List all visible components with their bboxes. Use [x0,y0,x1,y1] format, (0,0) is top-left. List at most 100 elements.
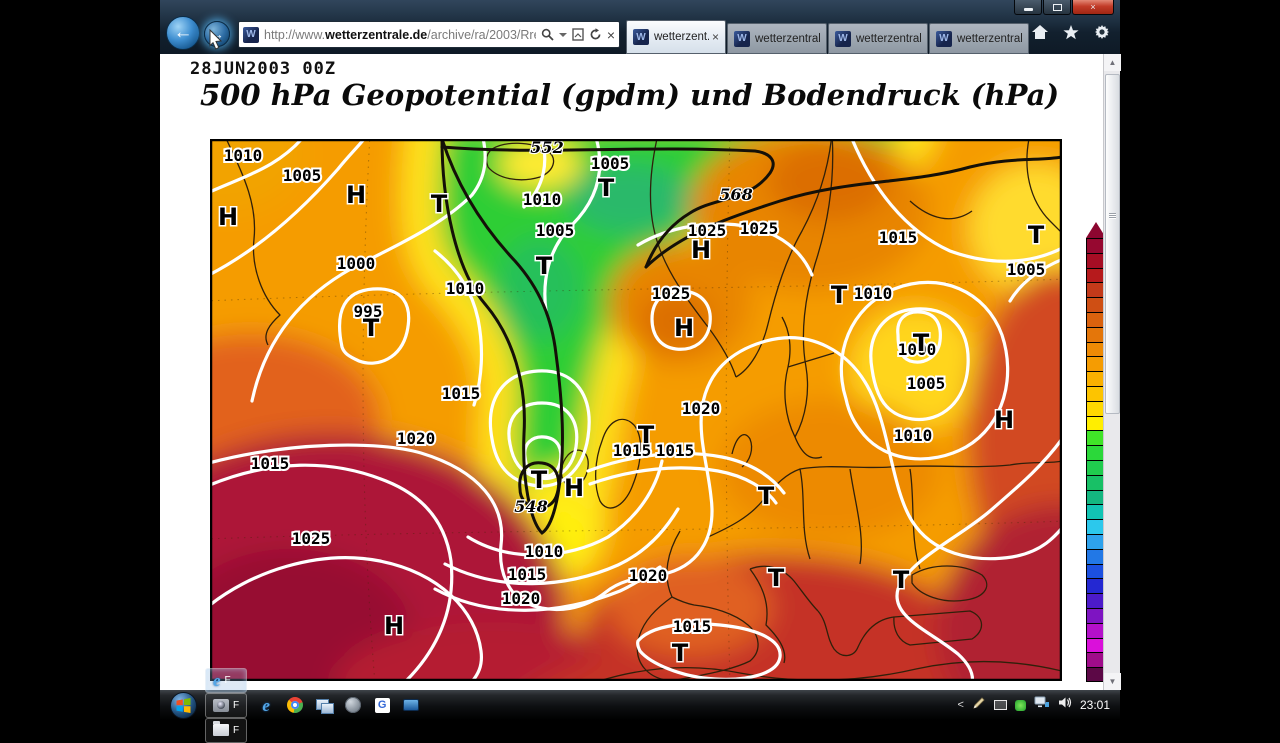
geopotential-contours [440,139,1062,535]
scrollbar-grip [1109,213,1116,219]
restore-icon [1052,3,1062,11]
tray-window-icon[interactable] [993,700,1007,710]
isobar-label-1010: 1010 [894,426,933,445]
tray-status-icon[interactable] [1014,699,1026,711]
low-center: T [638,421,655,449]
window-controls: × [1013,0,1114,15]
isobar-label-1015: 1015 [442,384,481,403]
taskbar-app-folder[interactable]: F [205,717,248,743]
restore-button[interactable] [1043,0,1071,15]
isobar-label-1000: 1000 [337,254,376,273]
high-center: H [994,406,1014,434]
isobar-label-1005: 1005 [907,374,946,393]
isobar-label-995: 995 [354,302,383,321]
tab-bar: Wwetterzent...×Wwetterzentral...Wwetterz… [626,19,1030,54]
quicklaunch-monitor-icon[interactable] [401,695,421,715]
isobar-label-1010: 1010 [525,542,564,561]
url-text[interactable]: http://www.wetterzentrale.de/archive/ra/… [264,27,536,42]
refresh-icon[interactable] [589,28,602,41]
site-favicon: W [243,26,259,43]
isobar-label-1005: 1005 [591,154,630,173]
weather-map: 1010 1005 1000 995 1005 1010 1005 1015 1005 1025 1… [210,139,1062,681]
scroll-down-arrow[interactable]: ▼ [1104,673,1121,690]
scrollbar-thumb[interactable] [1105,74,1120,414]
start-button[interactable] [170,691,197,719]
low-center: T [598,174,615,202]
high-center: H [691,236,711,264]
quicklaunch-google-icon[interactable]: G [372,695,392,715]
high-center: H [384,612,404,640]
browser-tab-4[interactable]: Wwetterzentral... [929,23,1029,54]
isobar-label-1020: 1020 [397,429,436,448]
high-center: H [564,474,584,502]
tools-gear-icon[interactable] [1094,24,1110,40]
low-center: T [913,329,930,357]
desktop-stage: × ← → W http://www.wetterzentrale.de/arc… [160,0,1121,743]
quicklaunch-chrome-icon[interactable] [285,695,305,715]
tray-pen-icon[interactable] [972,696,986,715]
back-button[interactable]: ← [166,16,200,50]
geopotential-label-568: 568 [719,185,752,204]
geopotential-shading [210,139,1062,681]
web-page: 28JUN2003 00Z 500 hPa Geopotential (gpdm… [160,54,1121,690]
quicklaunch-explorer-icon[interactable] [314,695,335,715]
back-arrow-icon: ← [173,22,193,43]
isobar-label-1025: 1025 [740,219,779,238]
compatibility-view-icon[interactable] [572,28,584,41]
address-bar[interactable]: W http://www.wetterzentrale.de/archive/r… [238,21,620,48]
isobar-label-1015: 1015 [613,441,652,460]
geopotential-label-548: 548 [514,497,547,516]
tab-label: wetterzentral... [856,32,921,45]
quicklaunch-ie-icon[interactable]: e [262,695,270,715]
isobars [210,139,1062,681]
low-center: T [893,566,910,594]
taskbar-clock[interactable]: 23:01 [1079,698,1110,712]
search-icon[interactable] [541,28,554,41]
tab-favicon: W [633,29,649,45]
tray-expand-chevron[interactable]: < [957,699,964,711]
isobar-label-1015: 1015 [673,617,712,636]
isobar-label-1005: 1005 [1007,260,1046,279]
low-center: T [531,466,548,494]
vertical-scrollbar[interactable]: ▲ ▼ [1103,54,1121,690]
isobar-label-1015: 1015 [251,454,290,473]
favorites-star-icon[interactable] [1063,24,1079,40]
colorbar-tip [1086,222,1106,238]
scroll-up-arrow[interactable]: ▲ [1104,54,1121,71]
isobar-label-1010: 1010 [854,284,893,303]
quicklaunch-globe-icon[interactable] [343,695,363,715]
map-frame [210,139,1062,681]
geopotential-label-552: 552 [530,139,563,157]
low-center: T [1028,221,1045,249]
tab-close-icon[interactable]: × [711,30,719,44]
high-center: H [674,314,694,342]
low-center: T [768,564,785,592]
isobar-label-1000: 1000 [898,340,937,359]
high-center: H [346,181,366,209]
map-timestamp: 28JUN2003 00Z [190,59,337,79]
isobar-label-1020: 1020 [682,399,721,418]
browser-tab-3[interactable]: Wwetterzentral... [828,23,928,54]
stop-icon[interactable]: × [606,26,615,43]
network-icon[interactable] [1034,696,1050,714]
volume-icon[interactable] [1058,696,1072,714]
close-icon: × [1090,2,1096,12]
system-tray: < 23:01 [958,696,1120,715]
low-center: T [758,482,775,510]
isobar-label-1025: 1025 [688,221,727,240]
low-center: T [536,252,553,280]
minimize-button[interactable] [1014,0,1042,15]
isobar-label-1015: 1015 [656,441,695,460]
tab-favicon: W [734,30,750,47]
home-icon[interactable] [1032,25,1048,39]
taskbar-app-camera-app[interactable]: F [205,692,248,718]
browser-tab-2[interactable]: Wwetterzentral... [727,23,827,54]
search-dropdown-icon[interactable] [558,32,567,37]
close-button[interactable]: × [1072,0,1114,15]
tab-label: wetterzent... [654,31,709,43]
tab-favicon: W [835,30,851,47]
